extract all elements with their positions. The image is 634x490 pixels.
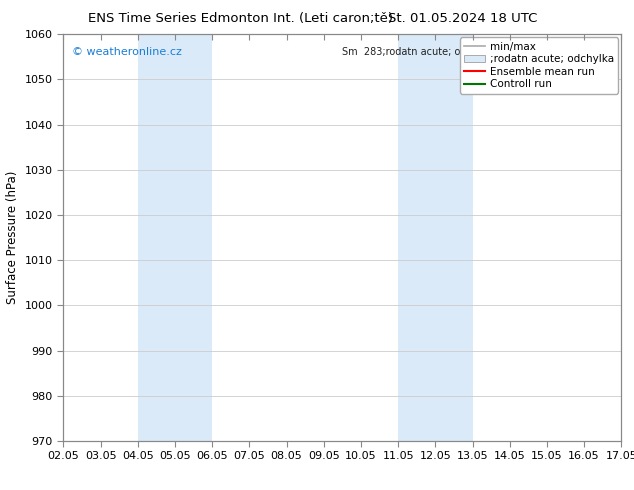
Text: Sm  283;rodatn acute; odchylka: Sm 283;rodatn acute; odchylka (342, 47, 498, 56)
Text: ENS Time Series Edmonton Int. (Leti caron;tě): ENS Time Series Edmonton Int. (Leti caro… (88, 12, 394, 25)
Bar (138, 34, 212, 441)
Text: St. 01.05.2024 18 UTC: St. 01.05.2024 18 UTC (388, 12, 538, 25)
Bar (398, 34, 472, 441)
Legend: min/max, ;rodatn acute; odchylka, Ensemble mean run, Controll run: min/max, ;rodatn acute; odchylka, Ensemb… (460, 37, 618, 94)
Y-axis label: Surface Pressure (hPa): Surface Pressure (hPa) (6, 171, 19, 304)
Text: © weatheronline.cz: © weatheronline.cz (72, 47, 182, 56)
